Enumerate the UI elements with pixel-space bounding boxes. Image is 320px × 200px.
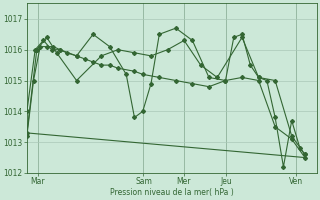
X-axis label: Pression niveau de la mer( hPa ): Pression niveau de la mer( hPa ) [110,188,234,197]
